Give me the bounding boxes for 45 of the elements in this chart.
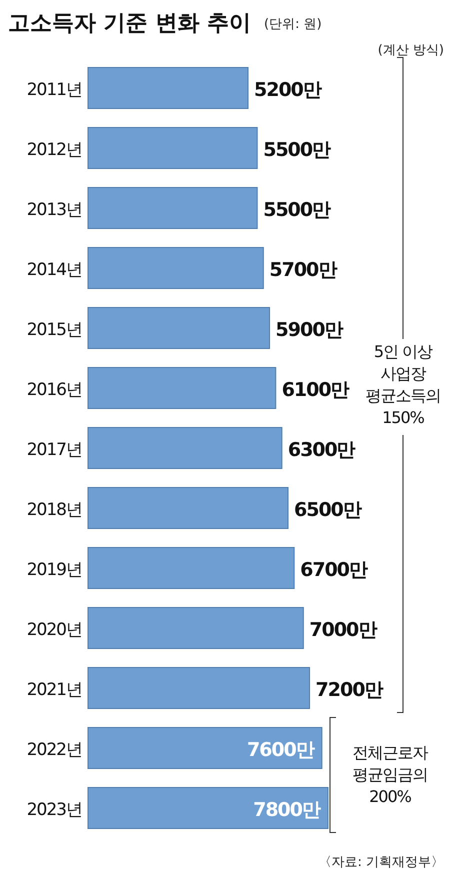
- y-tick-label: 2017년: [26, 440, 82, 460]
- data-label: 5200만: [254, 79, 322, 101]
- y-tick-label: 2015년: [26, 320, 82, 340]
- y-tick-label: 2012년: [26, 140, 82, 160]
- data-label: 7600만: [246, 739, 315, 761]
- y-tick-label: 2018년: [26, 500, 82, 520]
- legend-title: (계산 방식): [378, 43, 444, 58]
- data-label: 6500만: [294, 499, 362, 521]
- chart-subtitle: (단위: 원): [264, 17, 322, 32]
- bar: [88, 307, 270, 349]
- text: 5인 이상 사업장 평균소득의 150%: [366, 342, 440, 427]
- data-label: 5900만: [276, 319, 344, 341]
- text: 〈자료: 기획재정부〉: [318, 855, 444, 870]
- bar: [88, 427, 282, 469]
- bar: [88, 247, 264, 289]
- bar: [88, 367, 276, 409]
- bar: [88, 127, 258, 169]
- y-tick-label: 2014년: [26, 260, 82, 280]
- y-tick-label: 2023년: [26, 800, 82, 820]
- data-label: 7000만: [309, 619, 378, 641]
- bar: [88, 67, 248, 109]
- data-label: 7200만: [316, 679, 384, 701]
- data-label: 5700만: [269, 259, 338, 281]
- y-tick-label: 2016년: [26, 380, 82, 400]
- y-tick-label: 2020년: [26, 620, 82, 640]
- text: 전체근로자 평균임금의 200%: [352, 743, 428, 806]
- data-label: 5500만: [263, 199, 332, 221]
- data-label: 6100만: [282, 379, 350, 401]
- bar: [88, 787, 328, 829]
- data-label: 6700만: [300, 559, 368, 581]
- y-tick-label: 2013년: [26, 200, 82, 220]
- chart-title: 고소득자 기준 변화 추이: [8, 11, 251, 36]
- bar: [88, 727, 322, 769]
- y-tick-label: 2022년: [26, 740, 82, 760]
- bar: [88, 667, 310, 709]
- data-label: 5500만: [263, 139, 332, 161]
- y-tick-label: 2021년: [26, 680, 82, 700]
- y-tick-label: 2019년: [26, 560, 82, 580]
- bar: [88, 547, 295, 589]
- y-tick-label: 2011년: [26, 80, 82, 100]
- data-label: 6300만: [288, 439, 356, 461]
- bar: [88, 607, 304, 649]
- bar: [88, 487, 288, 529]
- bar: [88, 187, 258, 229]
- data-label: 7800만: [253, 799, 321, 821]
